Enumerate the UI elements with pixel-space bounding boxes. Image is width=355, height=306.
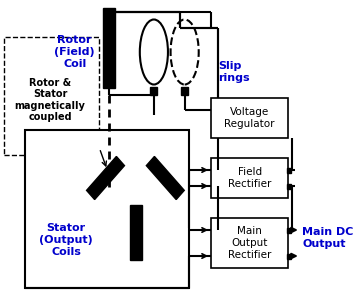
Text: Slip
rings: Slip rings [218, 61, 250, 83]
Polygon shape [146, 156, 184, 200]
Bar [130, 205, 142, 260]
Bar [286, 228, 291, 233]
Bar [286, 184, 291, 189]
Bar [4, 37, 99, 155]
Bar [211, 218, 288, 268]
Bar [24, 130, 189, 288]
Bar [181, 87, 188, 95]
Text: Main DC
Output: Main DC Output [302, 227, 354, 249]
Text: Stator
(Output)
Coils: Stator (Output) Coils [39, 223, 93, 257]
Polygon shape [87, 156, 125, 200]
Bar [286, 168, 291, 173]
Bar [211, 98, 288, 138]
Text: Rotor
(Field)
Coil: Rotor (Field) Coil [54, 35, 95, 69]
Text: Rotor &
Stator
magnetically
coupled: Rotor & Stator magnetically coupled [15, 78, 86, 122]
Bar [286, 254, 291, 259]
Text: Main
Output
Rectifier: Main Output Rectifier [228, 226, 272, 259]
Bar [151, 87, 157, 95]
Text: Field
Rectifier: Field Rectifier [228, 167, 272, 189]
Bar [103, 8, 115, 88]
Text: Voltage
Regulator: Voltage Regulator [224, 107, 275, 129]
Bar [211, 158, 288, 198]
